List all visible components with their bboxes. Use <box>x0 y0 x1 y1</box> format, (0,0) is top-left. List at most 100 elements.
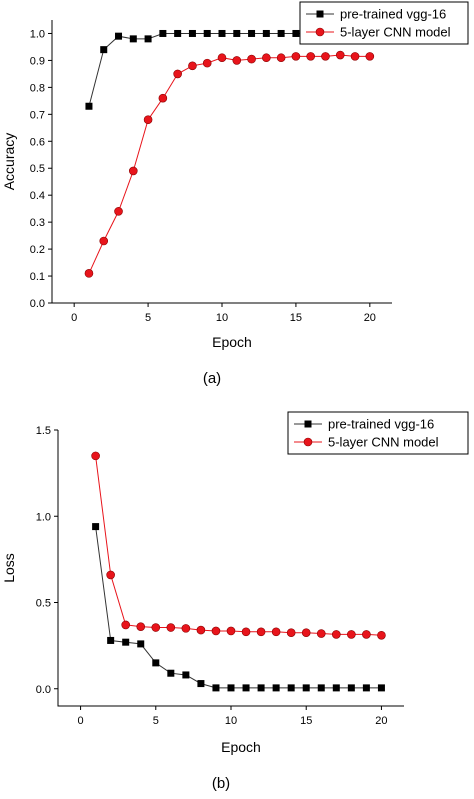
chart2-series-2-point <box>301 628 311 637</box>
chart1-y-tick-label: 0.0 <box>30 298 45 310</box>
chart1-y-tick-label: 0.2 <box>30 244 45 256</box>
chart2-legend-marker-2 <box>303 437 313 447</box>
chart1-y-axis-title: Accuracy <box>1 133 17 191</box>
chart1-series-1-point <box>203 29 211 37</box>
chart1-series-2-point <box>129 166 138 176</box>
chart2-series-2-point <box>196 625 206 635</box>
chart2-x-tick-label: 10 <box>225 715 237 727</box>
chart2-y-tick-label: 0.5 <box>36 598 51 610</box>
chart2-series-1-point <box>167 669 175 677</box>
chart1-y-tick-label: 0.3 <box>30 217 45 229</box>
chart2-series-2-point <box>377 630 386 640</box>
chart1-series-1-point <box>144 35 152 43</box>
chart2-y-tick-label: 0.0 <box>36 684 51 696</box>
chart1-x-tick-label: 0 <box>71 312 77 324</box>
chart2-series-1-point <box>227 684 235 692</box>
chart1-series-1-point <box>115 32 123 40</box>
chart2-series-1-point <box>362 684 370 692</box>
chart2-legend-marker-1 <box>304 420 312 428</box>
chart1-axes <box>51 20 392 304</box>
chart2-series-1-point <box>332 684 340 692</box>
chart2-series-1-point <box>212 684 220 692</box>
chart2-series-1-point <box>197 680 205 688</box>
chart2-series-1-point <box>182 671 190 679</box>
chart1-series-1-point <box>233 29 241 37</box>
chart2-series-1-point <box>137 640 145 648</box>
chart2-series-2-point <box>256 627 266 637</box>
chart1-x-tick-label: 20 <box>364 312 376 324</box>
chart2-series-1-point <box>92 523 100 531</box>
chart1-legend-label-1: pre-trained vgg-16 <box>340 7 446 22</box>
chart2-series-2-point <box>347 630 356 639</box>
chart2-x-tick-label: 15 <box>300 715 312 727</box>
chart1-series-2-point <box>202 58 212 68</box>
chart2-y-axis-title: Loss <box>1 553 17 583</box>
chart1-series-1-point <box>159 29 167 37</box>
chart2-x-axis-title: Epoch <box>221 739 261 755</box>
chart2-series-2-point <box>181 624 191 633</box>
chart1-y-tick-label: 0.4 <box>30 190 45 202</box>
chart1-series-2-point <box>262 53 271 63</box>
chart1-series-2-point <box>99 236 109 246</box>
chart1-series-2-point <box>188 61 197 71</box>
chart1-y-tick-label: 0.1 <box>30 271 45 283</box>
chart1-series-2-point <box>247 54 256 64</box>
chart1-caption: (a) <box>203 370 221 387</box>
chart2-series-2-point <box>362 630 371 639</box>
chart2-series-1-point <box>107 636 115 644</box>
chart1-series-2-point <box>217 53 227 63</box>
chart1-series-1-point <box>248 29 256 37</box>
chart1-legend-marker-1 <box>316 10 324 18</box>
chart2-series-1-point <box>287 684 295 692</box>
chart2-series-1-point <box>272 684 280 692</box>
chart1-legend-marker-2 <box>315 27 325 37</box>
chart2-legend-label-2: 5-layer CNN model <box>328 435 439 450</box>
chart1-series-1-point <box>129 35 137 43</box>
chart2-series-2-point <box>121 620 130 630</box>
chart1-y-tick-label: 0.9 <box>30 55 45 67</box>
chart1-y-tick-label: 1.0 <box>30 28 45 40</box>
chart1-series-1-point <box>218 29 226 37</box>
chart2-x-tick-label: 20 <box>375 715 387 727</box>
chart2-series-2-point <box>271 627 281 637</box>
chart1-series-2-point <box>350 52 360 61</box>
chart2-y-tick-label: 1.0 <box>36 511 51 523</box>
chart1-x-tick-label: 10 <box>216 312 228 324</box>
chart1-series-2-point <box>232 56 242 65</box>
chart1-series-1-point <box>292 29 300 37</box>
chart2-series-1-point <box>152 659 160 667</box>
chart1-legend-label-2: 5-layer CNN model <box>340 25 451 40</box>
chart1-series-1-point <box>100 46 108 54</box>
chart1-series-2-point <box>321 52 330 61</box>
chart2-series-1-point <box>122 638 130 646</box>
chart2-series-2-point <box>332 630 341 639</box>
chart1-y-tick-label: 0.5 <box>30 163 45 175</box>
chart2-legend-box <box>287 411 469 455</box>
chart1-series-1-point <box>277 29 285 37</box>
chart2-series-2-line <box>95 455 382 636</box>
chart2-x-tick-label: 5 <box>153 715 159 727</box>
chart1-x-tick-label: 15 <box>290 312 302 324</box>
chart1-series-1-point <box>174 29 182 37</box>
chart2-series-1-point <box>317 684 325 692</box>
chart2-x-tick-label: 0 <box>78 715 84 727</box>
chart1-x-axis-title: Epoch <box>212 334 252 350</box>
chart2-series-2-point <box>136 622 146 631</box>
chart1-series-1-point <box>262 29 270 37</box>
chart2-caption: (b) <box>212 775 230 792</box>
chart2-series-1-point <box>347 684 355 692</box>
chart1-series-2-point <box>84 269 94 278</box>
chart2-series-2-point <box>316 629 326 638</box>
chart1-series-2-point <box>276 53 286 63</box>
chart2-legend-label-1: pre-trained vgg-16 <box>328 417 434 432</box>
chart2-axes <box>57 430 404 707</box>
chart2-series-2-point <box>151 623 161 632</box>
chart1-legend-box <box>299 1 469 45</box>
chart2-series-1-point <box>302 684 310 692</box>
chart1-series-2-line <box>88 54 370 274</box>
chart1-x-tick-label: 5 <box>145 312 151 324</box>
chart1-y-tick-label: 0.7 <box>30 109 45 121</box>
chart1-series-1-point <box>85 102 93 110</box>
